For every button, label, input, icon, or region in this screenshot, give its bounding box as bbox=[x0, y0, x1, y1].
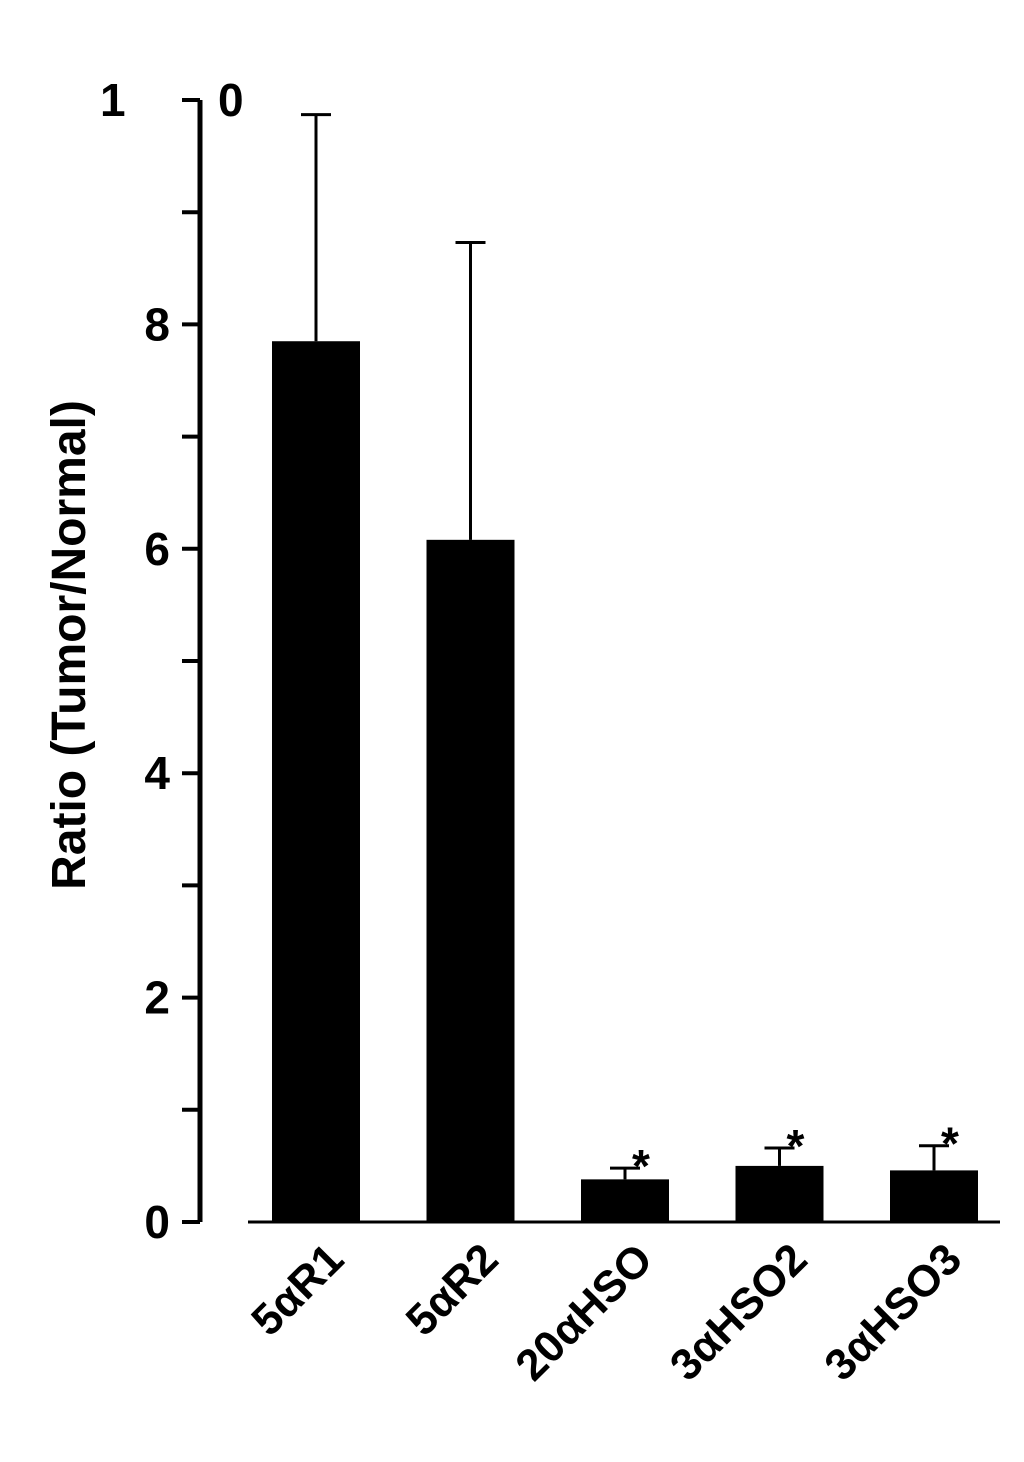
y-tick-label: 6 bbox=[144, 523, 170, 575]
y-tick-label: 0 bbox=[144, 1196, 170, 1248]
error-bars bbox=[301, 113, 949, 1180]
category-label: 5αR2 bbox=[397, 1234, 508, 1345]
bar bbox=[735, 1165, 824, 1222]
significance-markers: * * * bbox=[632, 1118, 959, 1192]
significance-star: * bbox=[632, 1140, 650, 1192]
significance-star: * bbox=[787, 1120, 805, 1172]
category-label: 5αR1 bbox=[242, 1234, 353, 1345]
bar bbox=[890, 1170, 978, 1222]
significance-star: * bbox=[941, 1118, 959, 1170]
y-axis-label: Ratio (Tumor/Normal) bbox=[43, 400, 96, 890]
y-tick-label: 2 bbox=[144, 972, 170, 1024]
category-label: 3αHSO2 bbox=[661, 1234, 817, 1390]
bar bbox=[272, 341, 360, 1223]
bar bbox=[581, 1179, 669, 1222]
bars bbox=[272, 341, 978, 1223]
y-ticks: 0 2 4 6 8 1 0 bbox=[100, 74, 244, 1248]
bar bbox=[426, 539, 515, 1222]
category-label: 3αHSO3 bbox=[815, 1234, 971, 1390]
category-label: 20αHSO bbox=[506, 1234, 662, 1390]
y-tick-label: 4 bbox=[144, 747, 170, 799]
y-tick-label: 8 bbox=[144, 298, 170, 350]
